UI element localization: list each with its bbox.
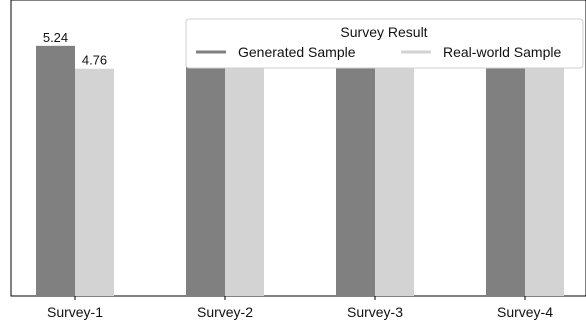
x-tick-label: Survey-2 [197, 304, 253, 320]
bar-survey-2-real-world [225, 49, 264, 296]
x-tick-label: Survey-4 [497, 304, 553, 320]
plot-frame [10, 0, 586, 297]
bar-survey-3-real-world [375, 65, 414, 296]
legend-title: Survey Result [340, 24, 427, 40]
x-tick-label: Survey-1 [47, 304, 103, 320]
bar-survey-1-real-world [75, 68, 114, 297]
bar-survey-3-generated [336, 48, 375, 296]
bar-survey-4-generated [486, 66, 525, 296]
x-axis: Survey-1 Survey-2 Survey-3 Survey-4 [47, 296, 553, 320]
legend-label-real-world: Real-world Sample [443, 44, 561, 60]
bar-value-label: 4.76 [82, 53, 107, 68]
bar-survey-1-generated [36, 45, 75, 296]
legend-box [185, 18, 584, 69]
legend-label-generated: Generated Sample [238, 44, 356, 60]
bar-value-label: 5.24 [43, 30, 68, 45]
bars-layer [36, 45, 564, 297]
bar-survey-2-generated [186, 64, 225, 296]
x-tick-label: Survey-3 [347, 304, 403, 320]
legend: Survey Result Generated Sample Real-worl… [185, 18, 584, 69]
bar-survey-4-real-world [525, 47, 564, 296]
